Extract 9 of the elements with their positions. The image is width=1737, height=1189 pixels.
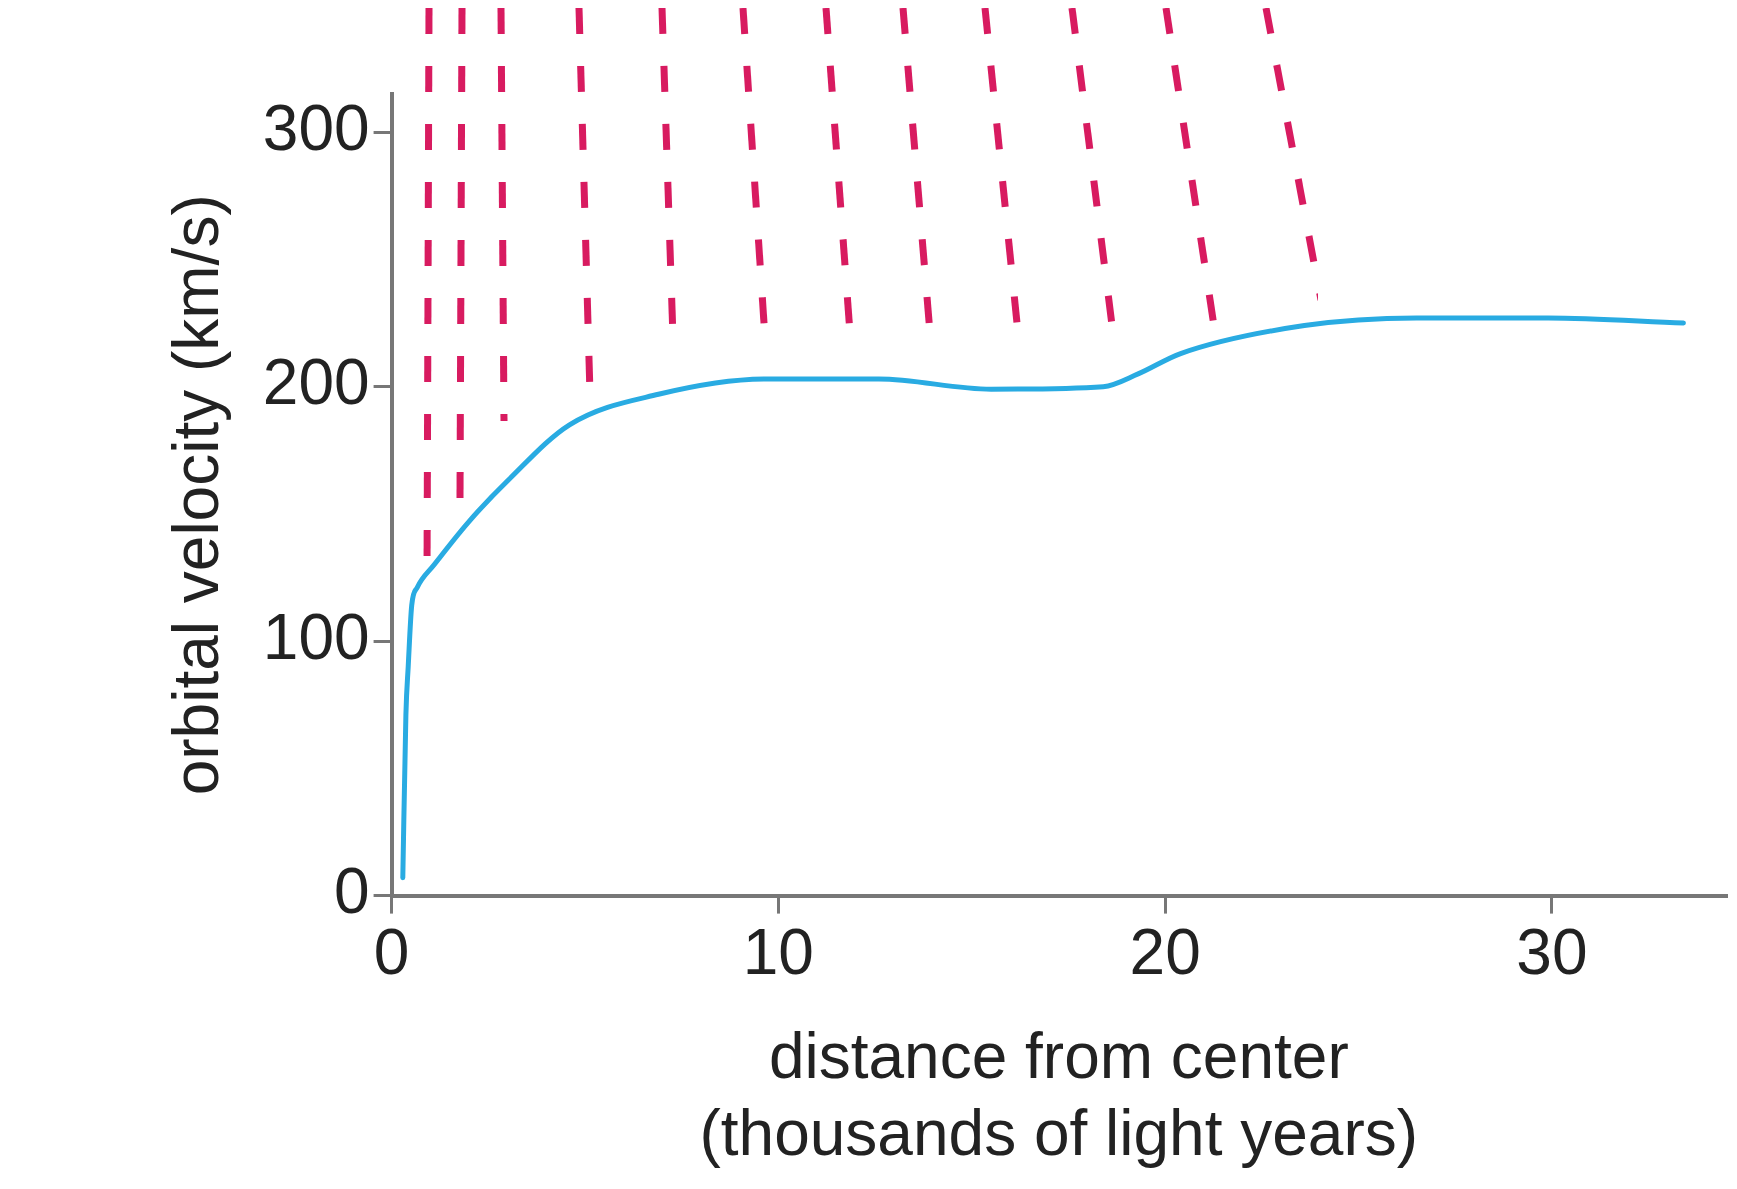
y-axis-title: orbital velocity (km/s) [160, 194, 233, 796]
x-tick-label: 20 [1129, 915, 1201, 988]
x-tick-label: 10 [742, 915, 814, 988]
y-tick-label: 200 [262, 346, 370, 419]
y-tick-label: 100 [262, 600, 370, 673]
x-tick-label: 30 [1516, 915, 1588, 988]
y-tick-label: 300 [262, 91, 370, 164]
y-tick-label: 0 [333, 855, 370, 928]
x-axis-title: distance from center (thousands of light years) [699, 1020, 1419, 1170]
